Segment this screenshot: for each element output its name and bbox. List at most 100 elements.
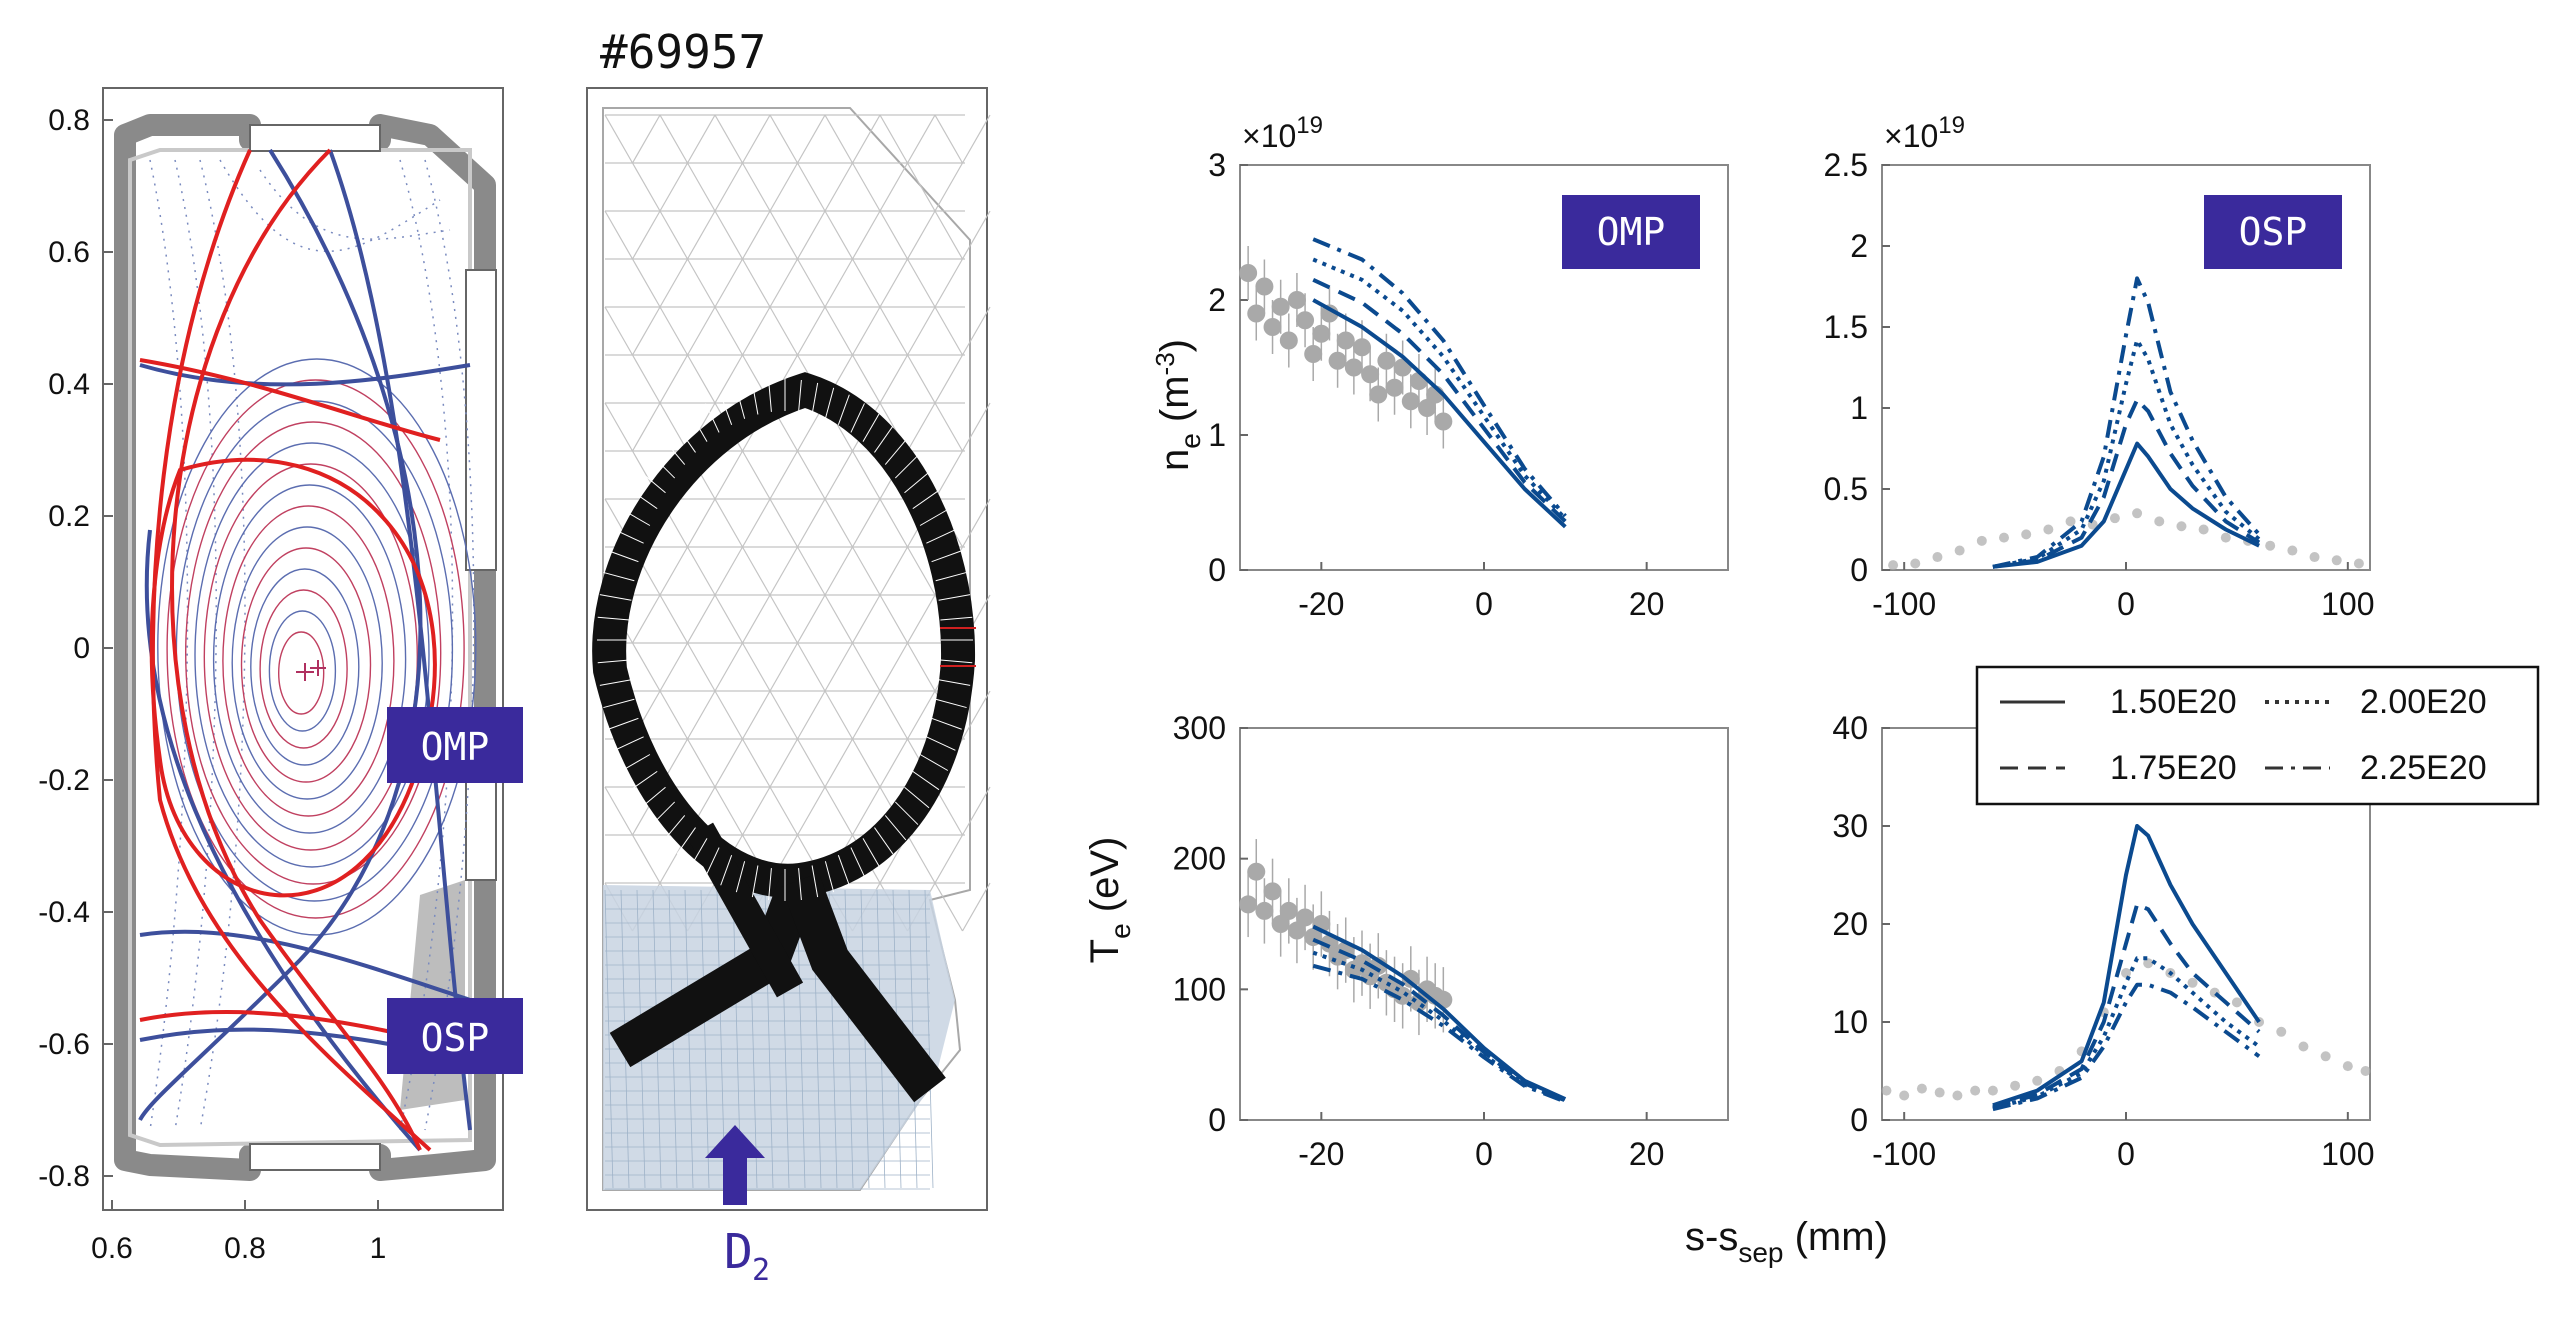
xtick-label: 20 [1629, 1136, 1665, 1172]
xtick-label: 0 [1475, 586, 1493, 622]
coarse-mesh-edge [631, 114, 661, 164]
grid-hatch-line [862, 413, 880, 442]
series-line-1.50E20 [1992, 441, 2260, 569]
coarse-mesh-edge [631, 642, 661, 692]
coarse-mesh-edge [824, 210, 854, 260]
exp-point [1976, 535, 1987, 546]
grid-hatch-line [597, 616, 630, 621]
coarse-mesh-edge [824, 498, 854, 548]
coarse-mesh-edge [879, 354, 909, 404]
ylabel-ne: ne (m-3) [1150, 339, 1206, 471]
exp-point [2010, 1080, 2021, 1091]
grid-hatch-line [735, 861, 746, 893]
exp-point [1304, 345, 1323, 363]
coarse-mesh-edge [796, 258, 826, 308]
grid-hatch-line [651, 455, 676, 479]
svg-text:ne (m-3): ne (m-3) [1150, 339, 1206, 471]
coarse-mesh-edge [631, 258, 661, 308]
ytick-label: 0 [1850, 1102, 1868, 1138]
coarse-mesh-edge [769, 786, 799, 836]
coarse-mesh-edge [906, 114, 936, 164]
grid-hatch-line [940, 616, 973, 621]
exponent-power: 19 [1296, 112, 1323, 139]
coarse-mesh-edge [741, 258, 771, 308]
exp-point [2187, 977, 2198, 988]
xtick-label: 100 [2321, 1136, 2374, 1172]
ylabel-ne-unit-post: ) [1153, 339, 1197, 352]
legend-label-1: 1.50E20 [2110, 683, 2237, 721]
coarse-mesh-edge [879, 114, 909, 164]
coarse-mesh-edge [851, 498, 881, 548]
coarse-mesh-edge [686, 498, 716, 548]
coarse-mesh-edge [824, 114, 854, 164]
series-line-1.50E20 [1992, 824, 2261, 1108]
coarse-mesh-edge [824, 690, 854, 740]
coarse-mesh-edge [714, 162, 744, 212]
coarse-mesh-edge [714, 450, 744, 500]
coarse-mesh-edge [741, 642, 771, 692]
tag-box-omp [1562, 195, 1700, 269]
coarse-mesh-edge [714, 258, 744, 308]
series-line-2.25E20 [1312, 963, 1567, 1104]
coarse-mesh-edge [796, 210, 826, 260]
ytick-label: 2.5 [1824, 147, 1868, 183]
grid-hatch-line [608, 550, 639, 563]
exp-point [2298, 1041, 2309, 1052]
coarse-mesh-edge [879, 210, 909, 260]
coarse-mesh-edge [796, 642, 826, 692]
grid-hatch-line [837, 855, 850, 886]
exp-point [2176, 521, 2187, 532]
coarse-mesh-edge [879, 162, 909, 212]
grid-hatch-line [931, 717, 962, 730]
exp-point [1932, 552, 1943, 563]
coarse-mesh-edge [796, 498, 826, 548]
ytick-label: 3 [1208, 147, 1226, 183]
coarse-mesh-edge [604, 786, 634, 836]
top-port [249, 124, 381, 152]
exp-point [1418, 399, 1437, 417]
exponent-power: 19 [1938, 112, 1965, 139]
coarse-mesh-edge [851, 258, 881, 308]
exp-point [1296, 908, 1315, 927]
grid-hatch-line [894, 455, 919, 479]
coarse-mesh-edge [851, 786, 881, 836]
coarse-mesh-edge [961, 498, 991, 548]
ytick-label: 0 [1208, 552, 1226, 588]
tag-label-osp: OSP [2239, 210, 2308, 254]
coarse-mesh-edge [906, 546, 936, 596]
coarse-mesh-edge [741, 114, 771, 164]
xlabel-sub: sep [1738, 1237, 1783, 1268]
coarse-mesh-edge [934, 162, 964, 212]
xtick-label: -100 [1872, 1136, 1936, 1172]
coarse-mesh-edge [714, 690, 744, 740]
coarse-mesh-edge [961, 402, 991, 452]
exp-point [1899, 1090, 1910, 1101]
coarse-mesh-edge [714, 546, 744, 596]
exp-point [1344, 358, 1363, 377]
exp-point [2276, 1026, 2287, 1037]
coarse-mesh-edge [824, 450, 854, 500]
magnetic-axis [296, 660, 326, 681]
coarse-mesh-edge [686, 594, 716, 644]
coarse-mesh-edge [686, 690, 716, 740]
series-line-1.50E20 [1312, 298, 1567, 529]
coarse-mesh-edge [851, 354, 881, 404]
coarse-mesh-edge [906, 306, 936, 356]
exponent-label: ×1019 [1884, 112, 1965, 154]
coarse-mesh-edge [659, 402, 689, 452]
eq-xtick-label: 1 [370, 1232, 387, 1265]
coarse-mesh-edge [769, 306, 799, 356]
coarse-mesh-edge [934, 306, 964, 356]
coarse-mesh-edge [769, 690, 799, 740]
outer-limiter [465, 269, 497, 571]
coarse-mesh-edge [906, 402, 936, 452]
grid-hatch-line [919, 754, 949, 771]
grid-hatch-line [935, 571, 967, 582]
coarse-mesh-edge [741, 690, 771, 740]
coarse-mesh-edge [714, 306, 744, 356]
fine-mesh-edge [860, 889, 870, 1189]
coarse-mesh-edge [714, 642, 744, 692]
grid-hatch-line [904, 786, 930, 809]
grid-hatch-line [894, 801, 919, 825]
